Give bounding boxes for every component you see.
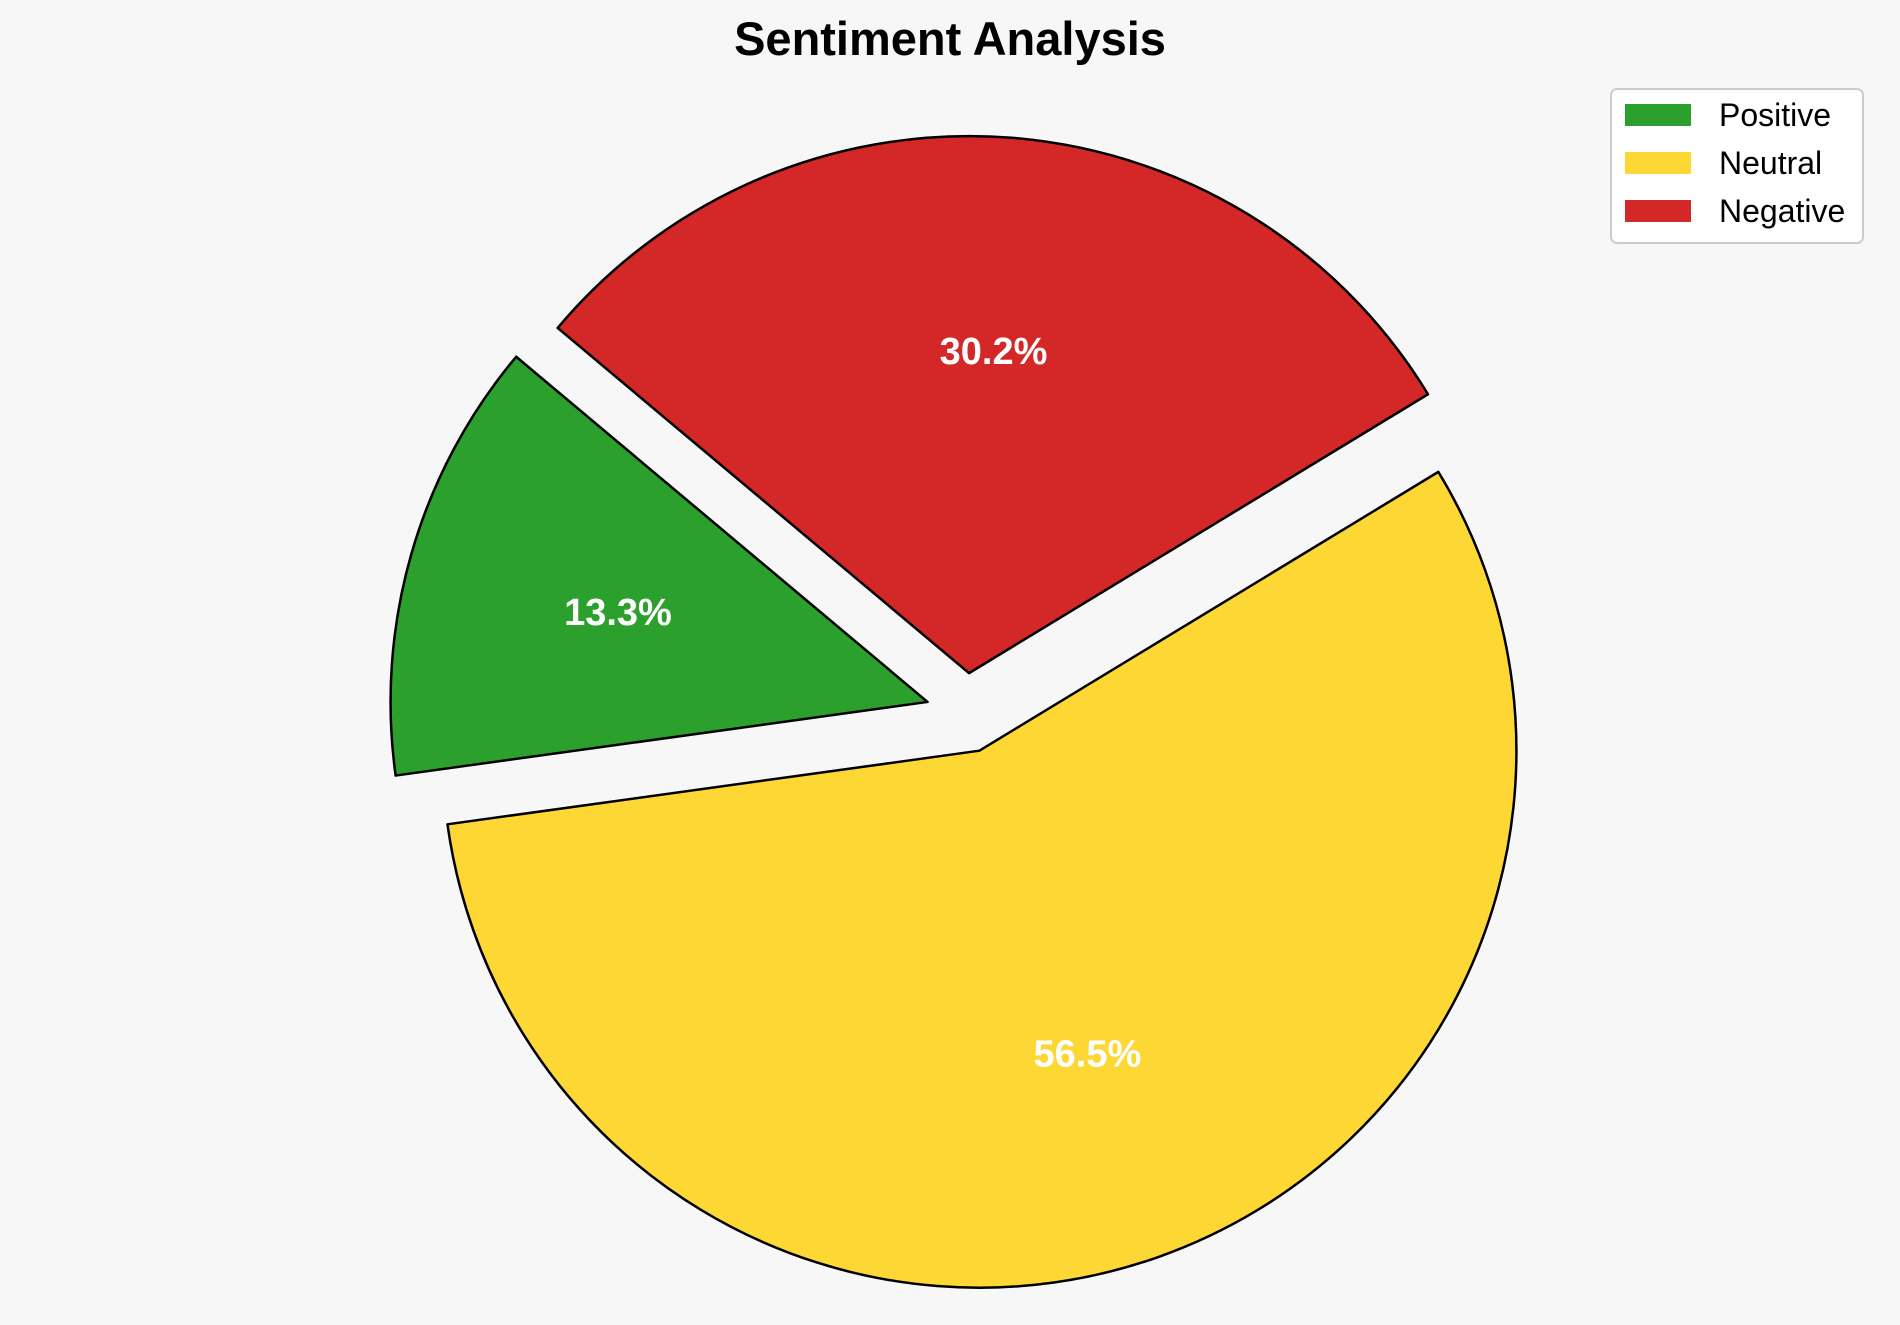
legend-label-negative: Negative (1719, 193, 1845, 229)
pie-label-negative: 30.2% (940, 331, 1048, 373)
pie-slices (389, 134, 1518, 1289)
pie-label-neutral: 56.5% (1034, 1033, 1142, 1075)
legend-label-neutral: Neutral (1719, 145, 1822, 181)
chart-title: Sentiment Analysis (734, 12, 1166, 65)
legend-swatch-negative (1625, 200, 1691, 222)
pie-label-positive: 13.3% (564, 592, 672, 634)
legend-swatch-positive (1625, 104, 1691, 126)
pie-slice-negative (556, 134, 1430, 675)
legend: Positive Neutral Negative (1610, 88, 1864, 244)
legend-label-positive: Positive (1719, 97, 1831, 133)
pie-slice-neutral (446, 470, 1518, 1289)
legend-swatch-neutral (1625, 152, 1691, 174)
pie-percent-labels: 13.3% 56.5% 30.2% (564, 331, 1141, 1075)
pie-slice-positive (389, 355, 929, 777)
